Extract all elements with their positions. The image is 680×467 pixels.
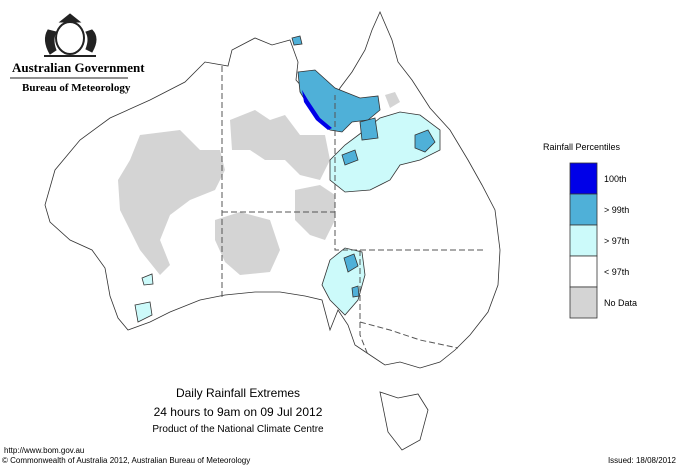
state-border bbox=[359, 321, 459, 349]
no-data bbox=[118, 130, 225, 275]
header-subtitle: Bureau of Meteorology bbox=[22, 82, 131, 94]
caption-line: Daily Rainfall Extremes bbox=[176, 386, 300, 400]
above-97 bbox=[141, 273, 154, 286]
coat-of-arms bbox=[44, 13, 97, 57]
footer-url: http://www.bom.gov.au bbox=[4, 446, 84, 455]
legend: 100th > 99th > 97th < 97th No Data bbox=[569, 162, 637, 319]
no-data bbox=[215, 212, 280, 275]
legend-label: > 99th bbox=[604, 205, 629, 215]
header-title: Australian Government bbox=[12, 60, 145, 75]
footer-issued: Issued: 18/08/2012 bbox=[608, 456, 677, 465]
record-100 bbox=[302, 90, 332, 130]
map bbox=[44, 11, 501, 451]
legend-label: No Data bbox=[604, 298, 637, 308]
mainland bbox=[44, 11, 501, 369]
above-99 bbox=[351, 285, 360, 298]
footer-copyright: © Commonwealth of Australia 2012, Austra… bbox=[2, 456, 250, 465]
above-99 bbox=[341, 149, 359, 166]
caption: Daily Rainfall Extremes 24 hours to 9am o… bbox=[152, 386, 324, 435]
above-99 bbox=[414, 129, 436, 153]
tasmania bbox=[379, 391, 429, 451]
legend-title: Rainfall Percentiles bbox=[543, 142, 621, 152]
no-data bbox=[385, 92, 400, 108]
above-99 bbox=[343, 253, 359, 273]
legend-label: > 97th bbox=[604, 236, 629, 246]
above-97 bbox=[134, 301, 153, 323]
legend-swatch bbox=[569, 255, 598, 288]
caption-line: Product of the National Climate Centre bbox=[152, 424, 324, 435]
legend-label: 100th bbox=[604, 174, 627, 184]
no-data bbox=[230, 110, 330, 180]
legend-swatch bbox=[569, 224, 598, 257]
above-99 bbox=[291, 35, 303, 46]
legend-label: < 97th bbox=[604, 267, 629, 277]
above-99 bbox=[359, 117, 379, 141]
caption-line: 24 hours to 9am on 09 Jul 2012 bbox=[154, 405, 323, 419]
legend-swatch bbox=[569, 162, 598, 195]
legend-swatch bbox=[569, 286, 598, 319]
state-border bbox=[334, 212, 485, 251]
legend-swatch bbox=[569, 193, 598, 226]
state-border bbox=[359, 250, 369, 356]
